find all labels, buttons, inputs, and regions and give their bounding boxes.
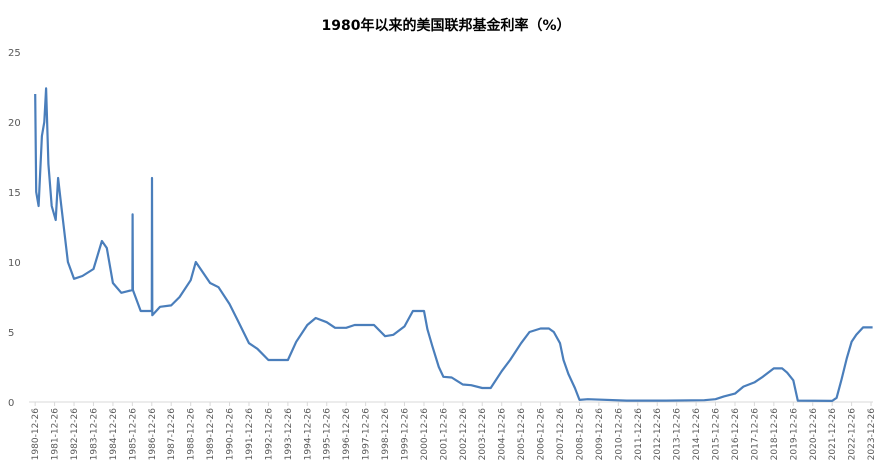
x-tick-label: 1981-12-26 <box>51 408 61 461</box>
x-tick-label: 2015-12-26 <box>712 408 722 461</box>
x-tick-label: 2022-12-26 <box>848 408 858 461</box>
x-tick-label: 2023-12-26 <box>867 408 877 461</box>
x-tick-label: 1983-12-26 <box>89 408 99 461</box>
x-tick-label: 2017-12-26 <box>750 408 760 461</box>
x-tick-label: 2008-12-26 <box>575 408 585 461</box>
x-tick-label: 2000-12-26 <box>420 408 430 461</box>
x-tick-label: 1999-12-26 <box>400 408 410 461</box>
x-tick-label: 1990-12-26 <box>226 408 236 461</box>
y-tick-label: 0 <box>8 398 14 409</box>
x-tick-label: 2013-12-26 <box>673 408 683 461</box>
x-tick-label: 2004-12-26 <box>498 408 508 461</box>
chart-title: 1980年以来的美国联邦基金利率（%） <box>322 17 571 34</box>
x-tick-label: 2014-12-26 <box>692 408 702 461</box>
x-tick-label: 1994-12-26 <box>303 408 313 461</box>
x-tick-label: 2003-12-26 <box>478 408 488 461</box>
y-tick-label: 5 <box>8 328 14 339</box>
y-tick-label: 15 <box>8 188 21 199</box>
x-tick-label: 1997-12-26 <box>362 408 372 461</box>
x-tick-label: 2010-12-26 <box>614 408 624 461</box>
x-tick-label: 2021-12-26 <box>828 408 838 461</box>
x-tick-label: 2002-12-26 <box>459 408 469 461</box>
x-tick-label: 2007-12-26 <box>556 408 566 461</box>
x-tick-label: 2009-12-26 <box>595 408 605 461</box>
y-tick-label: 10 <box>8 258 21 269</box>
x-tick-label: 1989-12-26 <box>206 408 216 461</box>
x-tick-label: 1996-12-26 <box>342 408 352 461</box>
x-tick-label: 1985-12-26 <box>128 408 138 461</box>
x-tick-label: 1987-12-26 <box>167 408 177 461</box>
x-tick-label: 1988-12-26 <box>187 408 197 461</box>
x-tick-label: 1998-12-26 <box>381 408 391 461</box>
x-tick-label: 2006-12-26 <box>537 408 547 461</box>
x-tick-label: 1991-12-26 <box>245 408 255 461</box>
x-tick-label: 1992-12-26 <box>264 408 274 461</box>
x-tick-label: 2011-12-26 <box>634 408 644 461</box>
data-line <box>34 87 873 402</box>
x-tick-label: 2016-12-26 <box>731 408 741 461</box>
y-tick-label: 20 <box>8 118 21 129</box>
x-tick-label: 2018-12-26 <box>770 408 780 461</box>
x-tick-label: 2001-12-26 <box>439 408 449 461</box>
x-tick-label: 1980-12-26 <box>31 408 41 461</box>
x-tick-label: 1993-12-26 <box>284 408 294 461</box>
x-tick-label: 2019-12-26 <box>789 408 799 461</box>
x-tick-label: 1986-12-26 <box>148 408 158 461</box>
y-tick-label: 25 <box>8 48 21 59</box>
x-tick-label: 2005-12-26 <box>517 408 527 461</box>
x-tick-label: 2020-12-26 <box>809 408 819 461</box>
x-tick-label: 1982-12-26 <box>70 408 80 461</box>
x-tick-label: 2012-12-26 <box>653 408 663 461</box>
x-tick-label: 1995-12-26 <box>323 408 333 461</box>
x-tick-label: 1984-12-26 <box>109 408 119 461</box>
